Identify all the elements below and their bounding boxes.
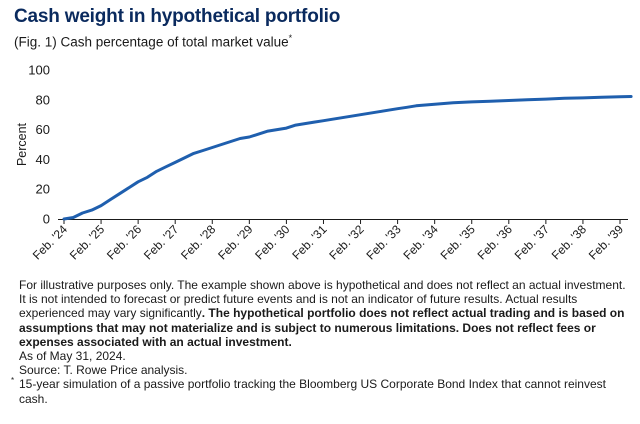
x-tick-label: Feb. '33: [363, 222, 404, 263]
footnote-text: 15-year simulation of a passive portfoli…: [19, 377, 606, 406]
as-of-date: As of May 31, 2024.: [19, 349, 126, 364]
x-tick-label: Feb. '37: [512, 222, 553, 263]
x-tick-label: Feb. '36: [475, 222, 516, 263]
x-tick-label: Feb. '24: [30, 222, 71, 263]
disclaimer-paragraph: For illustrative purposes only. The exam…: [19, 278, 631, 349]
x-tick-label: Feb. '28: [178, 222, 219, 263]
y-tick-label: 60: [36, 122, 50, 137]
y-tick-label: 40: [36, 152, 50, 167]
chart-notes: For illustrative purposes only. The exam…: [11, 278, 631, 406]
x-tick-label: Feb. '38: [549, 222, 590, 263]
x-tick-label: Feb. '34: [400, 222, 441, 263]
x-tick-label: Feb. '32: [326, 222, 367, 263]
subtitle-footnote-mark: *: [288, 33, 293, 43]
chart-title: Cash weight in hypothetical portfolio: [14, 6, 341, 27]
y-axis-label: Percent: [15, 122, 29, 166]
x-tick-label: Feb. '25: [67, 222, 108, 263]
y-tick-label: 0: [43, 212, 50, 227]
x-tick-label: Feb. '35: [438, 222, 479, 263]
disclaimer-bold-text: . The hypothetical portfolio does not re…: [19, 306, 625, 349]
cash-weight-series-line: [62, 95, 633, 221]
x-tick-label: Feb. '29: [215, 222, 256, 263]
x-tick-label: Feb. '26: [104, 222, 145, 263]
source-note: Source: T. Rowe Price analysis.: [19, 363, 188, 378]
y-tick-label: 100: [28, 63, 50, 78]
y-tick-label: 20: [36, 182, 50, 197]
subtitle-text: (Fig. 1) Cash percentage of total market…: [14, 34, 289, 50]
footnote-mark: *: [11, 376, 15, 386]
x-tick-label: Feb. '39: [586, 222, 627, 263]
x-tick-label: Feb. '30: [252, 222, 293, 263]
x-tick-label: Feb. '27: [141, 222, 182, 263]
x-tick-label: Feb. '31: [289, 222, 330, 263]
footnote: * 15-year simulation of a passive portfol…: [11, 376, 631, 406]
disclaimer-text: For illustrative purposes only. The exam…: [19, 278, 626, 321]
y-tick-label: 80: [36, 92, 50, 107]
chart-subtitle: (Fig. 1) Cash percentage of total market…: [14, 33, 292, 50]
